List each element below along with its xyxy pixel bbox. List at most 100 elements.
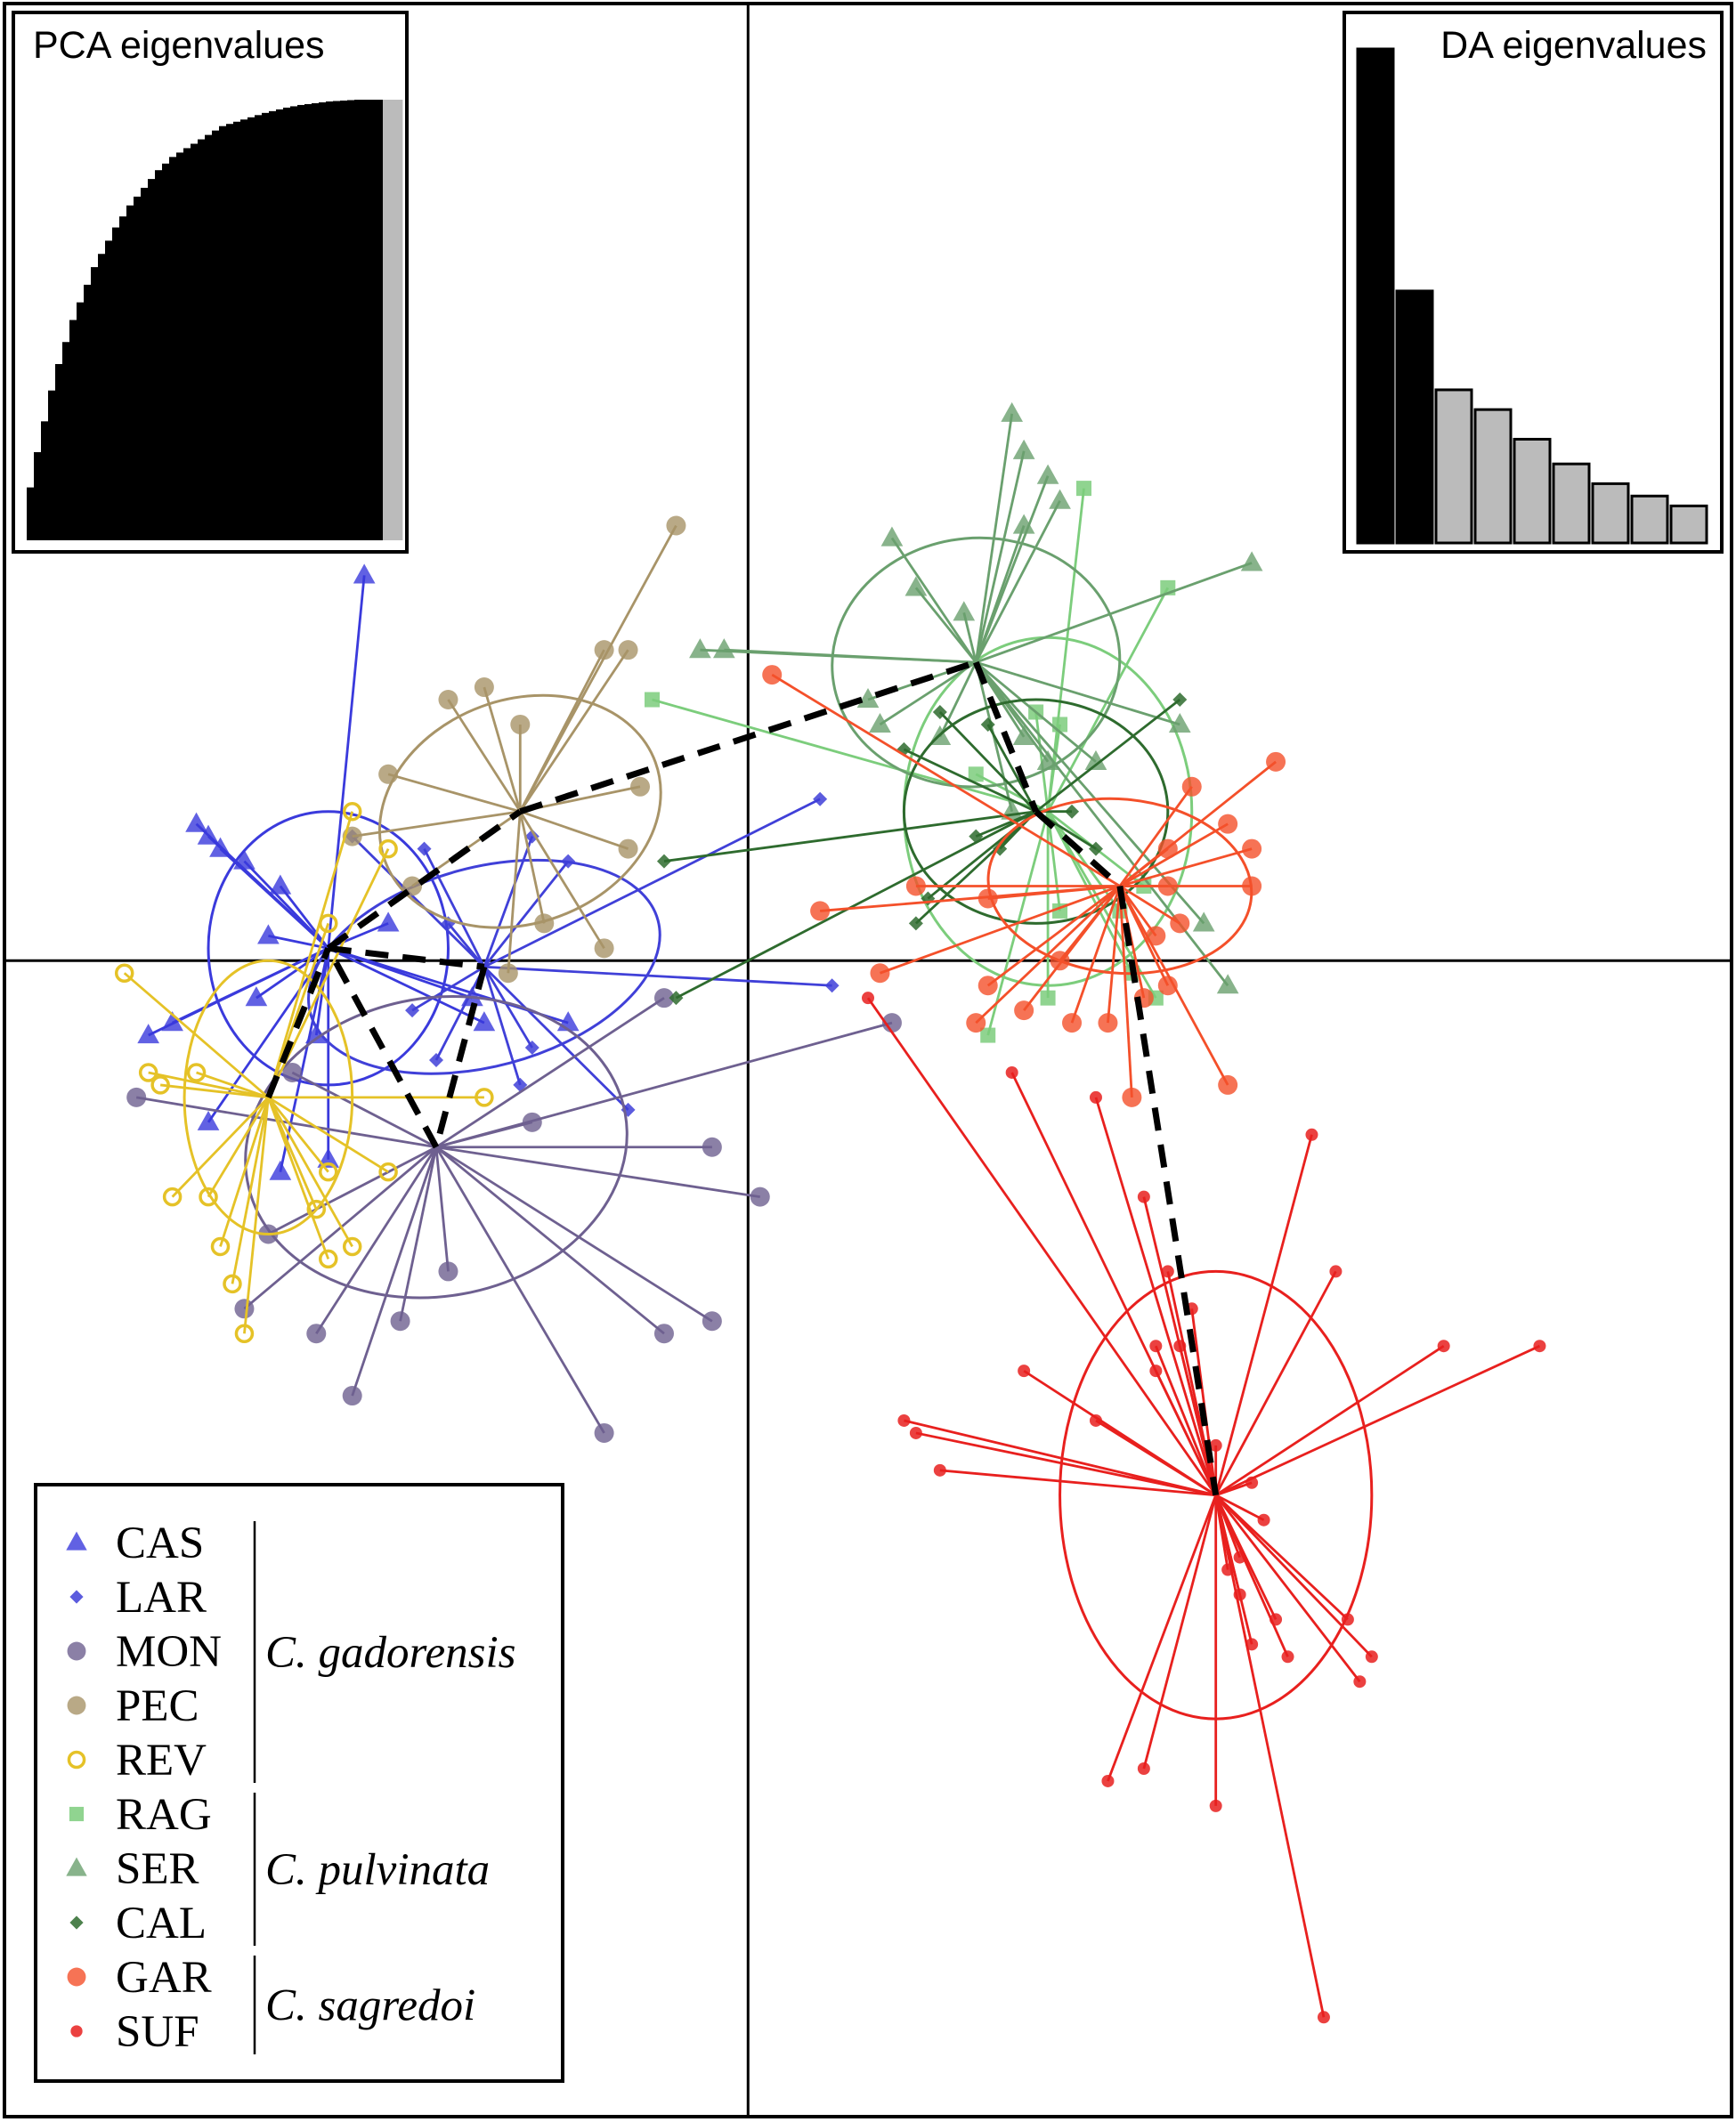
pca-bar-discarded bbox=[383, 100, 403, 540]
ray-line bbox=[243, 1097, 270, 1334]
data-point bbox=[1257, 1513, 1270, 1527]
ray-line bbox=[939, 1469, 1216, 1497]
data-point bbox=[522, 1112, 542, 1132]
legend-label-pec: PEC bbox=[116, 1681, 199, 1731]
ray-line bbox=[1214, 1345, 1445, 1496]
pca-bar bbox=[112, 227, 119, 541]
pca-bar bbox=[354, 100, 361, 540]
population-lar bbox=[307, 791, 840, 1117]
pca-bar bbox=[176, 152, 183, 540]
ray-line bbox=[435, 1146, 713, 1323]
data-point bbox=[1216, 974, 1239, 994]
pca-bar bbox=[312, 102, 319, 541]
data-point bbox=[1172, 692, 1188, 708]
ray-line bbox=[399, 1146, 438, 1322]
pca-bar bbox=[198, 139, 205, 541]
data-point bbox=[1012, 725, 1035, 746]
data-point bbox=[1101, 1774, 1115, 1787]
pca-bar bbox=[276, 109, 283, 540]
ray-line bbox=[975, 562, 1253, 664]
ray-line bbox=[267, 1097, 330, 1259]
legend-species-label: C. pulvinata bbox=[265, 1845, 490, 1895]
data-point bbox=[1149, 1365, 1163, 1378]
pca-bar bbox=[155, 170, 162, 540]
ray-line bbox=[483, 686, 522, 813]
data-point bbox=[1242, 876, 1262, 896]
ray-line bbox=[1095, 1419, 1217, 1496]
population-layer bbox=[114, 401, 1546, 2024]
da-bar bbox=[1669, 504, 1708, 545]
pca-bar bbox=[84, 284, 91, 540]
data-point bbox=[881, 1013, 902, 1033]
data-point bbox=[1173, 1340, 1187, 1353]
data-point bbox=[1036, 749, 1059, 770]
data-point bbox=[1305, 1128, 1318, 1141]
ray-line bbox=[975, 661, 1229, 987]
pca-bar bbox=[119, 216, 126, 541]
ray-line bbox=[962, 611, 978, 663]
ray-line bbox=[1142, 1494, 1218, 1770]
data-point bbox=[233, 849, 256, 870]
ray-line bbox=[1119, 847, 1253, 887]
data-point bbox=[689, 638, 711, 659]
pca-bar bbox=[27, 487, 34, 540]
ray-line bbox=[914, 810, 1037, 925]
ray-line bbox=[519, 810, 605, 950]
data-point bbox=[978, 976, 998, 996]
data-point bbox=[594, 938, 614, 959]
data-point bbox=[1437, 1340, 1450, 1353]
pca-bar bbox=[34, 452, 41, 540]
ray-line bbox=[1118, 885, 1157, 937]
ray-line bbox=[1214, 1494, 1349, 1621]
data-point bbox=[1076, 481, 1091, 497]
data-point bbox=[1270, 1613, 1283, 1626]
ray-line bbox=[519, 649, 629, 813]
data-point bbox=[257, 924, 280, 944]
ray-line bbox=[915, 1431, 1216, 1497]
centroid-link bbox=[1034, 809, 1123, 889]
data-point bbox=[1329, 1265, 1343, 1278]
data-point bbox=[933, 1463, 946, 1477]
data-point bbox=[475, 1088, 494, 1107]
data-point bbox=[405, 1003, 420, 1018]
data-point bbox=[953, 601, 976, 621]
ray-line bbox=[267, 1096, 389, 1173]
pca-bar bbox=[226, 124, 233, 540]
data-point bbox=[966, 1013, 986, 1033]
ray-line bbox=[914, 587, 978, 664]
ray-line bbox=[483, 966, 522, 1086]
data-point bbox=[1065, 804, 1080, 819]
pca-bar bbox=[205, 134, 212, 540]
pca-bar bbox=[148, 179, 155, 540]
legend-label-rev: REV bbox=[116, 1736, 207, 1786]
pca-bar bbox=[126, 205, 134, 541]
data-point bbox=[306, 1324, 327, 1344]
data-point bbox=[342, 801, 362, 822]
data-point bbox=[1533, 1340, 1546, 1353]
data-point bbox=[1341, 1613, 1354, 1626]
da-bar bbox=[1434, 388, 1473, 545]
ray-line bbox=[327, 575, 366, 949]
ray-line bbox=[219, 1097, 270, 1247]
data-point bbox=[524, 1041, 539, 1056]
legend-marker-lar bbox=[69, 1590, 84, 1604]
ray-line bbox=[483, 860, 570, 968]
data-point bbox=[669, 991, 684, 1006]
data-point bbox=[317, 1147, 340, 1168]
ray-line bbox=[483, 966, 629, 1111]
legend-label-lar: LAR bbox=[116, 1573, 207, 1623]
data-point bbox=[653, 988, 674, 1008]
ray-line bbox=[267, 1097, 329, 1173]
data-point bbox=[1281, 1650, 1294, 1664]
legend-marker-gar bbox=[67, 1967, 86, 1987]
ray-line bbox=[434, 1146, 605, 1434]
ray-line bbox=[866, 997, 1217, 1496]
da-bar bbox=[1395, 289, 1434, 545]
ray-line bbox=[423, 847, 486, 968]
data-point bbox=[378, 838, 398, 859]
data-point bbox=[1137, 1762, 1150, 1775]
population-suf bbox=[862, 992, 1546, 2024]
data-point bbox=[162, 1187, 183, 1207]
centroid-link bbox=[325, 946, 440, 1149]
